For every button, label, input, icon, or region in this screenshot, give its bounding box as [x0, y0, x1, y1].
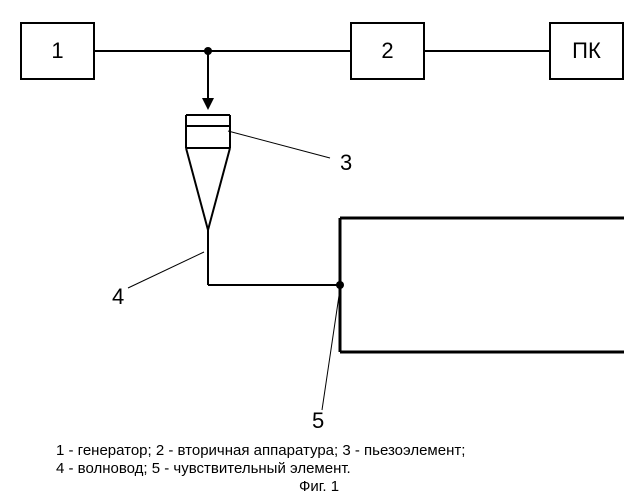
callout-4-label: 4: [112, 284, 124, 310]
legend-line-2: 4 - волновод; 5 - чувствительный элемент…: [56, 458, 351, 479]
callout-5-label: 5: [312, 408, 324, 434]
callout-3-label: 3: [340, 150, 352, 176]
figure-caption: Фиг. 1: [0, 478, 638, 495]
diagram-canvas: 1 2 ПК 3 4 5 1 - генератор; 2 - вторична…: [0, 0, 638, 500]
